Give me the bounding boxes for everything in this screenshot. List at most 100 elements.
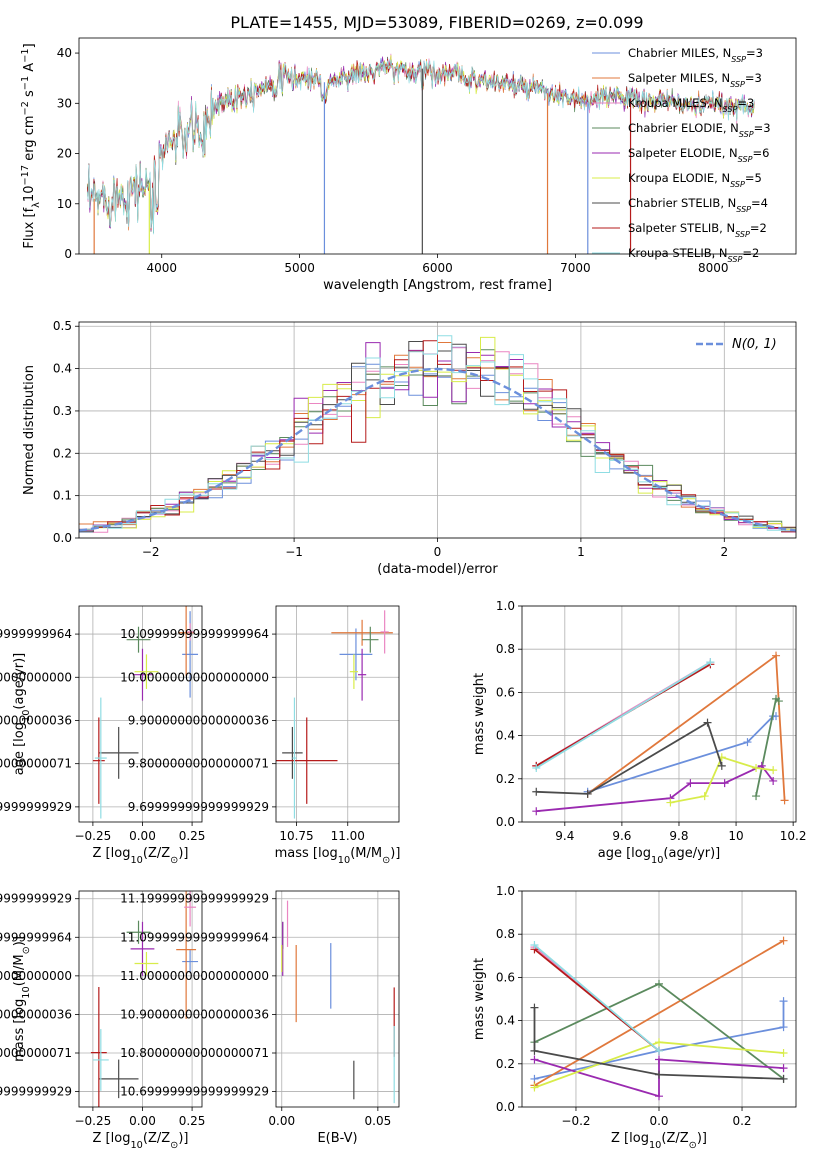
- x-tick-label: 0.25: [179, 829, 206, 843]
- legend-label: Chabrier STELIB, NSSP=4: [628, 196, 768, 214]
- plot-area: [79, 335, 796, 533]
- y-tick-label: 0.3: [53, 404, 72, 418]
- x-axis-label: (data-model)/error: [377, 562, 498, 577]
- ticks: 9.4 9.6 9.8 10 10.2 0.0 0.2 0.4 0.6 0.8 1.0: [496, 599, 807, 843]
- weight-marker: [530, 1046, 539, 1055]
- panel-weight-vs-Z: −0.2 0.0 0.2 0.0 0.2 0.4 0.6 0.8 1.0 Z [log10(Z/Z…: [472, 884, 797, 1151]
- y-tick-label: 0.0: [496, 815, 515, 829]
- x-tick-label: 1: [577, 545, 585, 559]
- weight-marker: [532, 764, 541, 772]
- y-axis-label: mass weight: [472, 673, 487, 755]
- weight-line: [536, 764, 774, 813]
- y-tick-label: 40: [57, 46, 72, 60]
- weight-series: [752, 694, 783, 801]
- axes-frame: [275, 890, 400, 1108]
- x-tick-label: 9.6: [612, 829, 631, 843]
- errorbar-point: [126, 920, 151, 944]
- legend-label: Kroupa ELODIE, NSSP=5: [628, 171, 762, 189]
- weight-marker: [655, 1055, 663, 1064]
- weight-marker: [530, 1055, 539, 1064]
- x-tick-label: 5000: [284, 261, 315, 275]
- legend: N(0, 1): [696, 337, 777, 352]
- errorbar-point: [130, 921, 155, 976]
- axes-frame: [78, 37, 797, 255]
- y-tick-label: 9.80000000000000071: [0, 757, 72, 771]
- weight-marker: [779, 997, 788, 1006]
- legend-label: Salpeter ELODIE, NSSP=6: [628, 146, 769, 164]
- weight-marker: [700, 792, 709, 801]
- weight-marker: [666, 798, 675, 807]
- y-axis-label: mass weight: [472, 958, 487, 1040]
- x-tick-label: 7000: [560, 261, 591, 275]
- y-tick-label: 11.19999999999999929: [0, 892, 72, 906]
- errorbar-point: [92, 717, 105, 804]
- x-axis-label: Z [log10(Z/Z⊙)]: [93, 846, 189, 866]
- weight-marker: [530, 941, 539, 949]
- x-axis-label: age [log10(age/yr)]: [598, 846, 721, 866]
- y-tick-label: 11.19999999999999929: [120, 892, 269, 906]
- y-tick-label: 11.09999999999999964: [120, 930, 269, 944]
- errorbar-point: [331, 619, 393, 646]
- weight-marker: [743, 738, 752, 747]
- weight-marker: [772, 651, 781, 660]
- y-axis-label: age [log10(age/yr)]: [12, 653, 32, 776]
- x-tick-label: −0.2: [561, 1114, 590, 1128]
- x-tick-label: 6000: [422, 261, 453, 275]
- axes-frame: [78, 605, 203, 823]
- weight-marker: [703, 718, 712, 727]
- y-tick-label: 0.4: [53, 362, 72, 376]
- errorbar-point: [132, 648, 153, 701]
- weight-line: [536, 721, 723, 795]
- weight-series: [532, 718, 726, 798]
- axes-frame: [275, 605, 400, 823]
- x-tick-label: −2: [142, 545, 160, 559]
- y-tick-label: 10: [57, 197, 72, 211]
- weight-marker: [779, 1074, 788, 1083]
- y-tick-label: 20: [57, 147, 72, 161]
- grid: [79, 891, 202, 1107]
- weight-series: [583, 651, 789, 805]
- weight-line: [533, 944, 660, 1052]
- y-tick-label: 10.90000000000000036: [120, 1007, 269, 1021]
- x-tick-label: 8000: [698, 261, 729, 275]
- errorbar-point: [380, 610, 389, 654]
- weight-marker: [530, 1003, 539, 1012]
- legend-label: Kroupa STELIB, NSSP=2: [628, 246, 759, 264]
- y-tick-label: 0.4: [496, 729, 515, 743]
- weight-line: [534, 939, 784, 1087]
- weight-series: [532, 761, 778, 816]
- y-tick-label: 0.0: [53, 531, 72, 545]
- errorbar-point: [339, 628, 373, 681]
- weight-line: [533, 1007, 784, 1080]
- legend: Chabrier MILES, NSSP=3 Salpeter MILES, NS…: [592, 46, 771, 264]
- errorbar-point: [276, 717, 338, 804]
- y-axis-label: mass [log10(M/M⊙)]: [12, 936, 32, 1062]
- weight-marker: [532, 787, 541, 796]
- weight-marker: [779, 1023, 788, 1032]
- weight-series: [530, 1003, 788, 1083]
- weight-marker: [769, 766, 778, 775]
- y-tick-label: 10.80000000000000071: [120, 1046, 269, 1060]
- weight-marker: [779, 936, 788, 945]
- y-tick-label: 9.69999999999999929: [128, 800, 269, 814]
- weight-marker: [769, 776, 778, 785]
- x-axis-label: E(B-V): [317, 1131, 357, 1146]
- weight-series: [666, 753, 778, 807]
- weight-marker: [779, 1064, 788, 1073]
- figure-title: PLATE=1455, MJD=53089, FIBERID=0269, z=0…: [230, 13, 643, 32]
- ticks: −0.25 0.00 0.25 9.69999999999999929 9.800000…: [0, 627, 205, 843]
- x-tick-label: −1: [285, 545, 303, 559]
- x-tick-label: 11.00: [331, 829, 365, 843]
- x-tick-label: −0.25: [74, 829, 111, 843]
- axes-frame: [521, 605, 797, 823]
- y-axis-label: Normed distribution: [22, 365, 37, 495]
- plot-area: [92, 606, 199, 819]
- panel-age-vs-Z: −0.25 0.00 0.25 9.69999999999999929 9.800000…: [0, 605, 205, 866]
- weight-series: [532, 658, 715, 772]
- weight-line: [587, 715, 776, 793]
- y-tick-label: 11.00000000000000000: [0, 969, 72, 983]
- weight-marker: [706, 658, 715, 667]
- y-tick-label: 0.2: [496, 772, 515, 786]
- x-axis-label: Z [log10(Z/Z⊙)]: [611, 1131, 707, 1151]
